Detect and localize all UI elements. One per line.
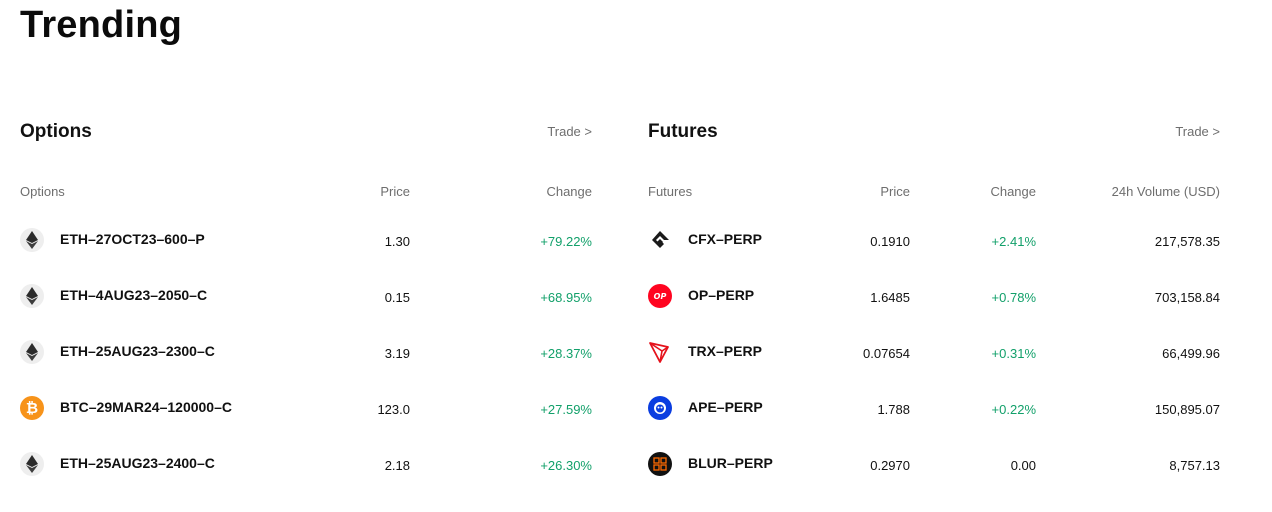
future-name: TRX–PERP: [688, 343, 762, 359]
futures-header: Futures Trade >: [648, 118, 1220, 148]
options-col-change: Change: [546, 184, 592, 199]
options-header: Options Trade >: [20, 118, 592, 148]
ethereum-icon: [20, 340, 44, 364]
future-volume: 150,895.07: [1154, 402, 1220, 417]
options-row[interactable]: ETH–25AUG23–2400–C 2.18 +26.30%: [20, 450, 592, 480]
future-volume: 8,757.13: [1169, 458, 1220, 473]
future-change: +2.41%: [991, 234, 1036, 249]
futures-col-volume: 24h Volume (USD): [1111, 184, 1220, 199]
future-name: APE–PERP: [688, 399, 763, 415]
options-col-price: Price: [380, 184, 410, 199]
futures-row[interactable]: OP OP–PERP 1.6485 +0.78% 703,158.84: [648, 282, 1220, 312]
futures-panel: Futures Trade > Futures Price Change 24h…: [648, 118, 1220, 476]
futures-row[interactable]: CFX–PERP 0.1910 +2.41% 217,578.35: [648, 226, 1220, 256]
futures-col-price: Price: [880, 184, 910, 199]
options-panel: Options Trade > Options Price Change ETH…: [20, 118, 592, 476]
option-name: ETH–27OCT23–600–P: [60, 231, 205, 247]
ethereum-icon: [20, 284, 44, 308]
ethereum-icon: [20, 452, 44, 476]
options-col-name: Options: [20, 184, 65, 199]
option-price: 2.18: [384, 458, 410, 473]
future-name: CFX–PERP: [688, 231, 762, 247]
option-price: 3.19: [384, 346, 410, 361]
option-name: ETH–25AUG23–2400–C: [60, 455, 215, 471]
option-name: BTC–29MAR24–120000–C: [60, 399, 232, 415]
optimism-icon: OP: [648, 284, 672, 308]
future-price: 1.788: [877, 402, 910, 417]
options-trade-link[interactable]: Trade >: [547, 124, 592, 139]
option-price: 123.0: [377, 402, 410, 417]
blur-icon: [648, 452, 672, 476]
option-change: +28.37%: [540, 346, 592, 361]
future-volume: 66,499.96: [1162, 346, 1220, 361]
bitcoin-icon: ₿: [20, 396, 44, 420]
option-price: 1.30: [384, 234, 410, 249]
option-price: 0.15: [384, 290, 410, 305]
options-title: Options: [20, 121, 92, 142]
option-change: +68.95%: [540, 290, 592, 305]
options-row[interactable]: ETH–25AUG23–2300–C 3.19 +28.37%: [20, 338, 592, 368]
option-change: +26.30%: [540, 458, 592, 473]
future-volume: 217,578.35: [1154, 234, 1220, 249]
conflux-icon: [648, 228, 672, 252]
future-price: 0.2970: [870, 458, 910, 473]
page-title: Trending: [20, 4, 183, 46]
option-name: ETH–4AUG23–2050–C: [60, 287, 208, 303]
options-row[interactable]: ₿ BTC–29MAR24–120000–C 123.0 +27.59%: [20, 394, 592, 424]
future-price: 1.6485: [870, 290, 910, 305]
optimism-icon-text: OP: [653, 291, 667, 301]
futures-row[interactable]: TRX–PERP 0.07654 +0.31% 66,499.96: [648, 338, 1220, 368]
apecoin-icon: [648, 396, 672, 420]
ethereum-icon: [20, 228, 44, 252]
option-change: +27.59%: [540, 402, 592, 417]
future-name: OP–PERP: [688, 287, 755, 303]
future-change: +0.78%: [991, 290, 1036, 305]
future-price: 0.1910: [870, 234, 910, 249]
futures-trade-link[interactable]: Trade >: [1175, 124, 1220, 139]
future-price: 0.07654: [863, 346, 910, 361]
future-change: 0.00: [1010, 458, 1036, 473]
futures-row[interactable]: BLUR–PERP 0.2970 0.00 8,757.13: [648, 450, 1220, 480]
options-row[interactable]: ETH–4AUG23–2050–C 0.15 +68.95%: [20, 282, 592, 312]
future-change: +0.22%: [991, 402, 1036, 417]
futures-col-name: Futures: [648, 184, 693, 199]
future-name: BLUR–PERP: [688, 455, 773, 471]
futures-row[interactable]: APE–PERP 1.788 +0.22% 150,895.07: [648, 394, 1220, 424]
options-row[interactable]: ETH–27OCT23–600–P 1.30 +79.22%: [20, 226, 592, 256]
futures-title: Futures: [648, 121, 718, 142]
future-change: +0.31%: [991, 346, 1036, 361]
tron-icon: [648, 340, 672, 364]
svg-text:₿: ₿: [26, 400, 38, 416]
option-change: +79.22%: [540, 234, 592, 249]
option-name: ETH–25AUG23–2300–C: [60, 343, 215, 359]
future-volume: 703,158.84: [1154, 290, 1220, 305]
futures-col-change: Change: [990, 184, 1036, 199]
